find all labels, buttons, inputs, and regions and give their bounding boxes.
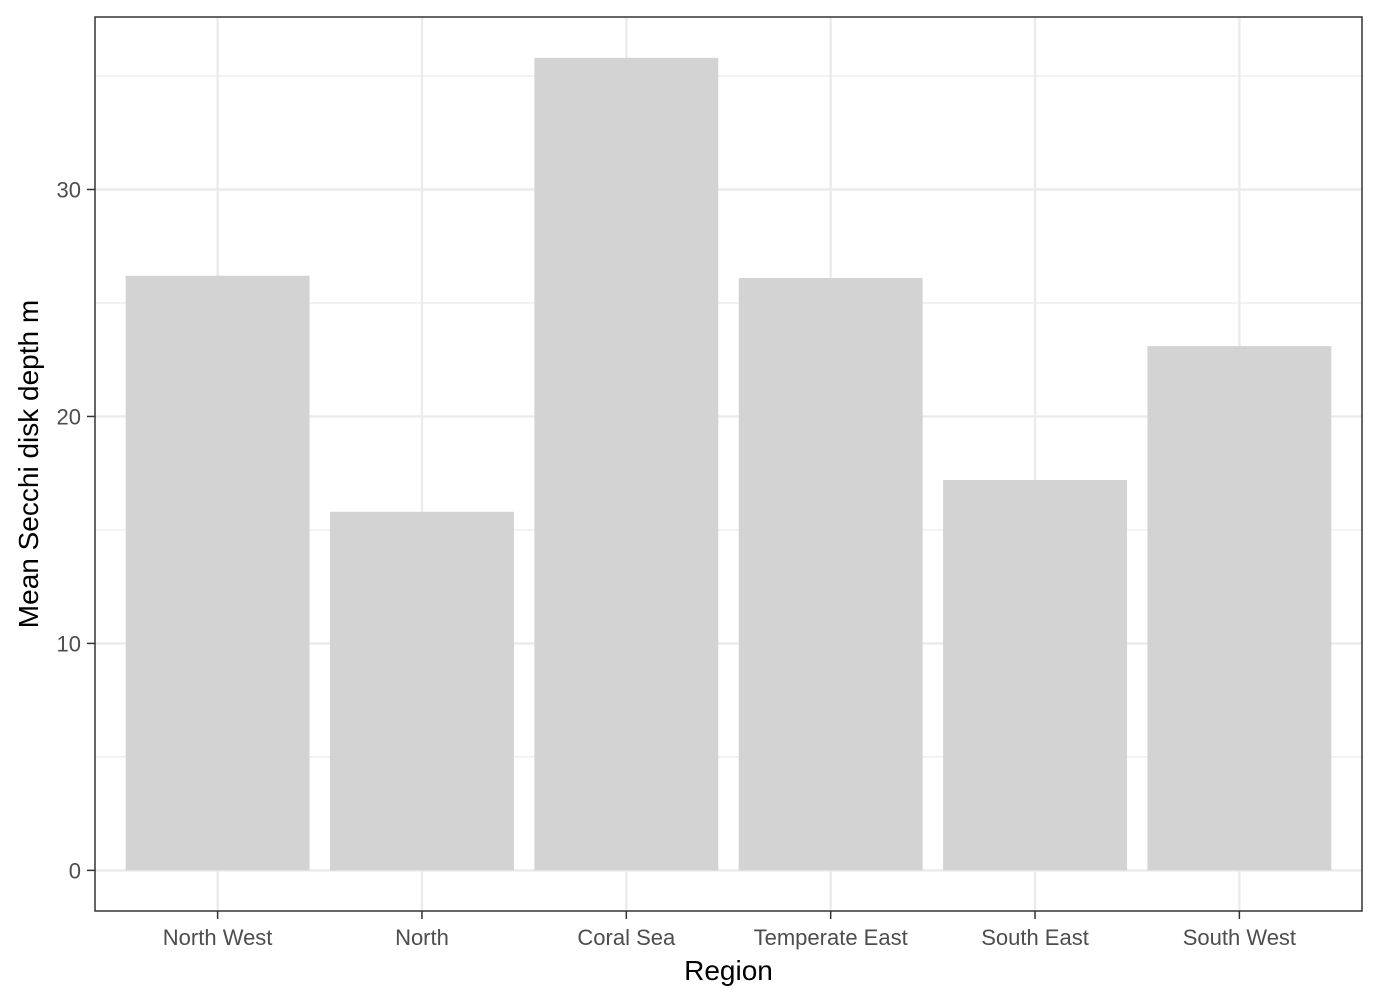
bar [534, 57, 719, 871]
bar [330, 511, 514, 871]
y-tick-label: 30 [57, 177, 81, 202]
y-axis-title: Mean Secchi disk depth m [13, 300, 44, 628]
x-axis: North West North Coral Sea Temperate East So… [163, 911, 1296, 950]
bar [1147, 346, 1332, 871]
x-tick-label: Coral Sea [577, 925, 676, 950]
x-tick-label: South West [1183, 925, 1296, 950]
x-tick-label: North [395, 925, 449, 950]
x-axis-title: Region [684, 955, 773, 986]
y-tick-label: 20 [57, 404, 81, 429]
bar [125, 275, 310, 871]
bar [738, 278, 923, 871]
x-tick-label: South East [981, 925, 1089, 950]
y-tick-label: 0 [69, 858, 81, 883]
panel-border [94, 16, 1363, 912]
bar [943, 480, 1127, 871]
x-tick-label: Temperate East [754, 925, 908, 950]
y-axis: 0 10 20 30 [57, 177, 95, 883]
bars [125, 57, 1332, 871]
y-tick-label: 10 [57, 631, 81, 656]
x-tick-label: North West [163, 925, 273, 950]
